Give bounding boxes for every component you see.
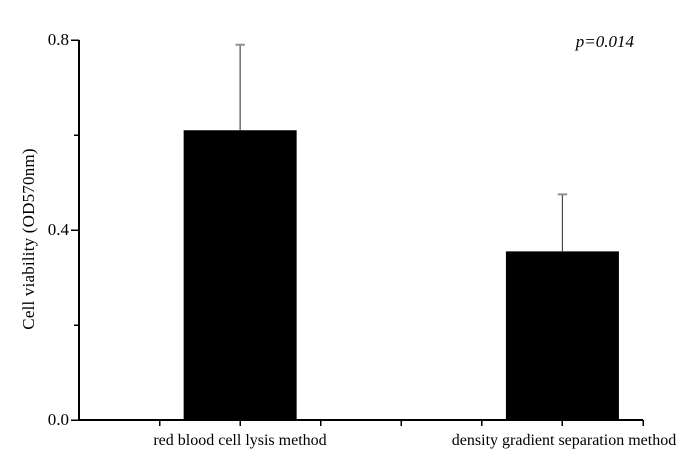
x-category-label-density-gradient-separation: density gradient separation method bbox=[451, 432, 677, 449]
y-tick-label-0-4: 0.4 bbox=[47, 220, 69, 239]
y-tick-label-0-8: 0.8 bbox=[47, 30, 69, 49]
y-tick-label-0-0: 0.0 bbox=[47, 410, 69, 429]
x-category-label-red-blood-cell-lysis: red blood cell lysis method bbox=[153, 432, 327, 449]
y-axis-title: Cell viability (OD570nm) bbox=[19, 148, 38, 330]
bar-1 bbox=[183, 130, 297, 420]
p-value-annotation: p=0.014 bbox=[575, 32, 634, 51]
bar-2 bbox=[505, 251, 619, 420]
